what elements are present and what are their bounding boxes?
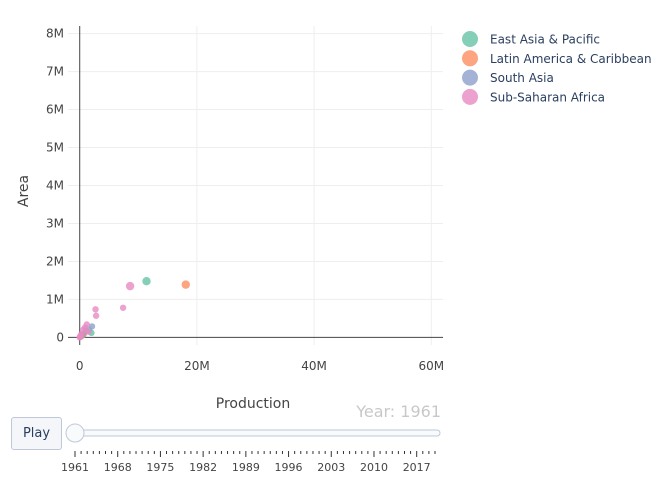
data-point [92,306,99,313]
current-year-label: Year: 1961 [355,402,441,421]
slider-tick-label: 2003 [317,461,345,474]
y-tick-label: 7M [46,65,64,79]
y-tick-label: 4M [46,179,64,193]
gridlines [68,26,443,345]
x-axis-title: Production [216,396,290,412]
data-point [119,304,127,311]
data-point [181,280,190,289]
data-point [92,312,100,319]
x-tick-label: 60M [418,359,444,373]
slider-tick-label: 2010 [360,461,388,474]
legend-item[interactable]: East Asia & Pacific [490,33,600,47]
legend-marker[interactable] [462,88,478,105]
slider-tick-label: 1961 [61,461,89,474]
slider-tick-label: 2017 [403,461,431,474]
y-tick-label: 0 [56,330,64,344]
data-point [76,334,83,341]
y-axis-title: Area [16,175,32,207]
x-tick-label: 40M [301,359,327,373]
slider-tick-label: 1982 [189,461,217,474]
slider-tick-label: 1989 [232,461,260,474]
legend-marker[interactable] [462,69,478,86]
slider-tick-label: 1968 [104,461,132,474]
slider-rail[interactable] [69,429,441,437]
legend-marker[interactable] [462,31,478,47]
legend-item[interactable]: Sub-Saharan Africa [490,90,605,104]
slider-tick-label: 1975 [146,461,174,474]
data-point [125,281,135,291]
axes: 0 1M 2M 3M 4M 5M 6M 7M 8M 0 20M 40M 60M [46,26,444,373]
data-point [142,277,151,286]
y-tick-label: 5M [46,141,64,155]
data-point [88,323,96,330]
legend[interactable]: East Asia & Pacific Latin America & Carib… [462,31,652,105]
y-tick-label: 2M [46,254,64,268]
data-points [76,277,190,341]
slider-tick-label: 1996 [275,461,303,474]
year-slider[interactable]: 1961 1968 1975 1982 1989 1996 2003 2010 2017 [61,423,441,474]
y-tick-label: 6M [46,103,64,117]
play-button[interactable]: Play [11,417,62,450]
x-tick-label: 0 [76,359,84,373]
y-tick-label: 8M [46,27,64,41]
legend-item[interactable]: South Asia [490,71,554,85]
y-tick-label: 3M [46,216,64,230]
legend-item[interactable]: Latin America & Caribbean [490,52,652,66]
legend-marker[interactable] [462,50,478,67]
data-point [85,328,92,335]
y-tick-label: 1M [46,292,64,306]
slider-handle[interactable] [65,423,85,443]
x-tick-label: 20M [184,359,210,373]
